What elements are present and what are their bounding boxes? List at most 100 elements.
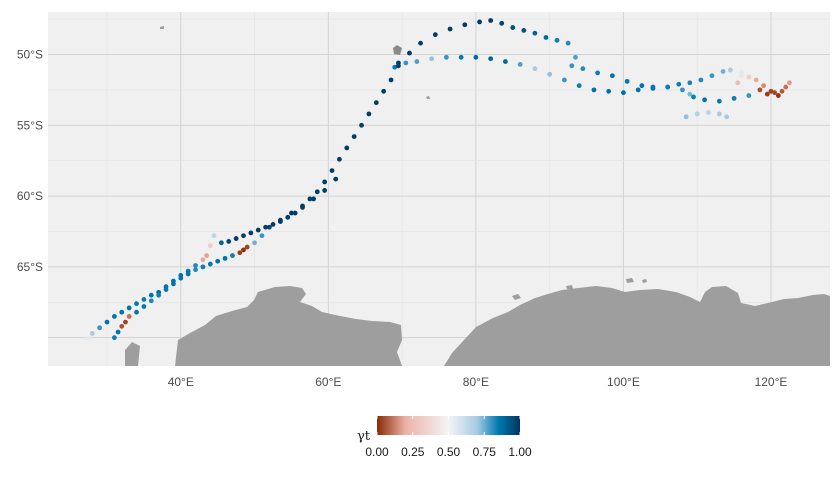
legend-tick-label: 0.00 (365, 445, 389, 459)
track-point (351, 134, 357, 140)
track-point (547, 71, 553, 77)
island (426, 96, 430, 99)
track-point (171, 281, 176, 287)
track-point (499, 20, 505, 26)
track-point (226, 238, 232, 244)
track-point (337, 156, 342, 162)
island (160, 26, 164, 29)
antarctic-land (125, 26, 830, 366)
track-point (381, 88, 387, 94)
track-point (344, 145, 350, 151)
kerguelen-island (393, 45, 402, 55)
track-point (768, 88, 774, 94)
legend-tick-label: 0.25 (401, 445, 425, 459)
track-point (156, 292, 162, 298)
legend: γt 0.00 0.25 0.50 0.75 1.00 (357, 416, 532, 459)
track-point (569, 63, 575, 69)
island (512, 294, 521, 300)
y-axis: 50°S 55°S 60°S 65°S (17, 47, 43, 273)
track-point (392, 64, 398, 70)
track-point (193, 267, 198, 273)
track-point (178, 275, 184, 281)
track-point (123, 319, 128, 325)
track-point (735, 80, 741, 86)
track-point (119, 309, 125, 315)
track-point (200, 257, 206, 263)
track-point (322, 179, 328, 185)
track-point (289, 210, 294, 216)
track-point (639, 83, 645, 89)
track-point (462, 22, 468, 28)
track-point (510, 25, 516, 30)
track-point (148, 298, 154, 304)
track-point (694, 111, 700, 117)
track-point (119, 323, 125, 329)
track-point (241, 233, 246, 239)
island (642, 279, 647, 283)
track-point (134, 301, 139, 307)
track-point (532, 66, 538, 72)
track-point (233, 236, 239, 241)
track-point (746, 74, 752, 80)
track-point (111, 335, 117, 341)
track-point (702, 97, 707, 103)
track-point (200, 264, 206, 270)
track-point (554, 37, 560, 43)
track-point (193, 263, 198, 268)
track-point (207, 243, 213, 249)
track-point (263, 224, 269, 230)
track-point (488, 18, 494, 23)
track-point (728, 67, 733, 73)
track-point (285, 214, 291, 220)
track-point (141, 297, 147, 302)
track-point (746, 93, 752, 98)
track-point (333, 176, 339, 182)
track-point (314, 189, 320, 195)
track-point (259, 233, 265, 239)
track-point (211, 233, 217, 239)
track-point (373, 100, 379, 106)
track-point (429, 56, 435, 62)
track-point (414, 59, 420, 64)
track-point (591, 87, 597, 93)
track-point (683, 114, 689, 120)
track-point (204, 253, 210, 258)
track-point (329, 168, 335, 173)
legend-tick-label: 1.00 (508, 445, 532, 459)
track-point (783, 84, 789, 90)
track-point (432, 32, 438, 38)
track-point (705, 110, 711, 115)
track-point (724, 114, 730, 120)
track-point (576, 83, 582, 89)
track-point (237, 250, 243, 256)
track-point (418, 40, 423, 46)
y-tick-label: 50°S (17, 47, 43, 61)
track-point (521, 28, 527, 33)
track-point (134, 309, 139, 315)
track-point (517, 61, 523, 67)
x-tick-label: 60°E (315, 375, 341, 389)
track-point (215, 258, 221, 264)
track-point (252, 240, 257, 246)
legend-tick-label: 0.75 (473, 445, 497, 459)
land-mass-west (125, 342, 140, 366)
track-point (609, 73, 615, 79)
legend-tick-label: 0.50 (437, 445, 461, 459)
track-point (698, 77, 704, 83)
track-point (185, 271, 191, 277)
track-point (311, 196, 316, 202)
track-point (787, 80, 792, 86)
track-point (676, 81, 682, 87)
track-point (148, 292, 154, 298)
track-point (407, 50, 412, 56)
y-tick-label: 55°S (17, 118, 43, 132)
track-point (403, 60, 409, 66)
island (566, 285, 573, 289)
track-point (207, 261, 213, 267)
x-tick-label: 120°E (755, 375, 788, 389)
track-point (757, 87, 763, 93)
x-tick-label: 80°E (463, 375, 489, 389)
track-point (691, 94, 696, 100)
track-point (89, 331, 95, 336)
